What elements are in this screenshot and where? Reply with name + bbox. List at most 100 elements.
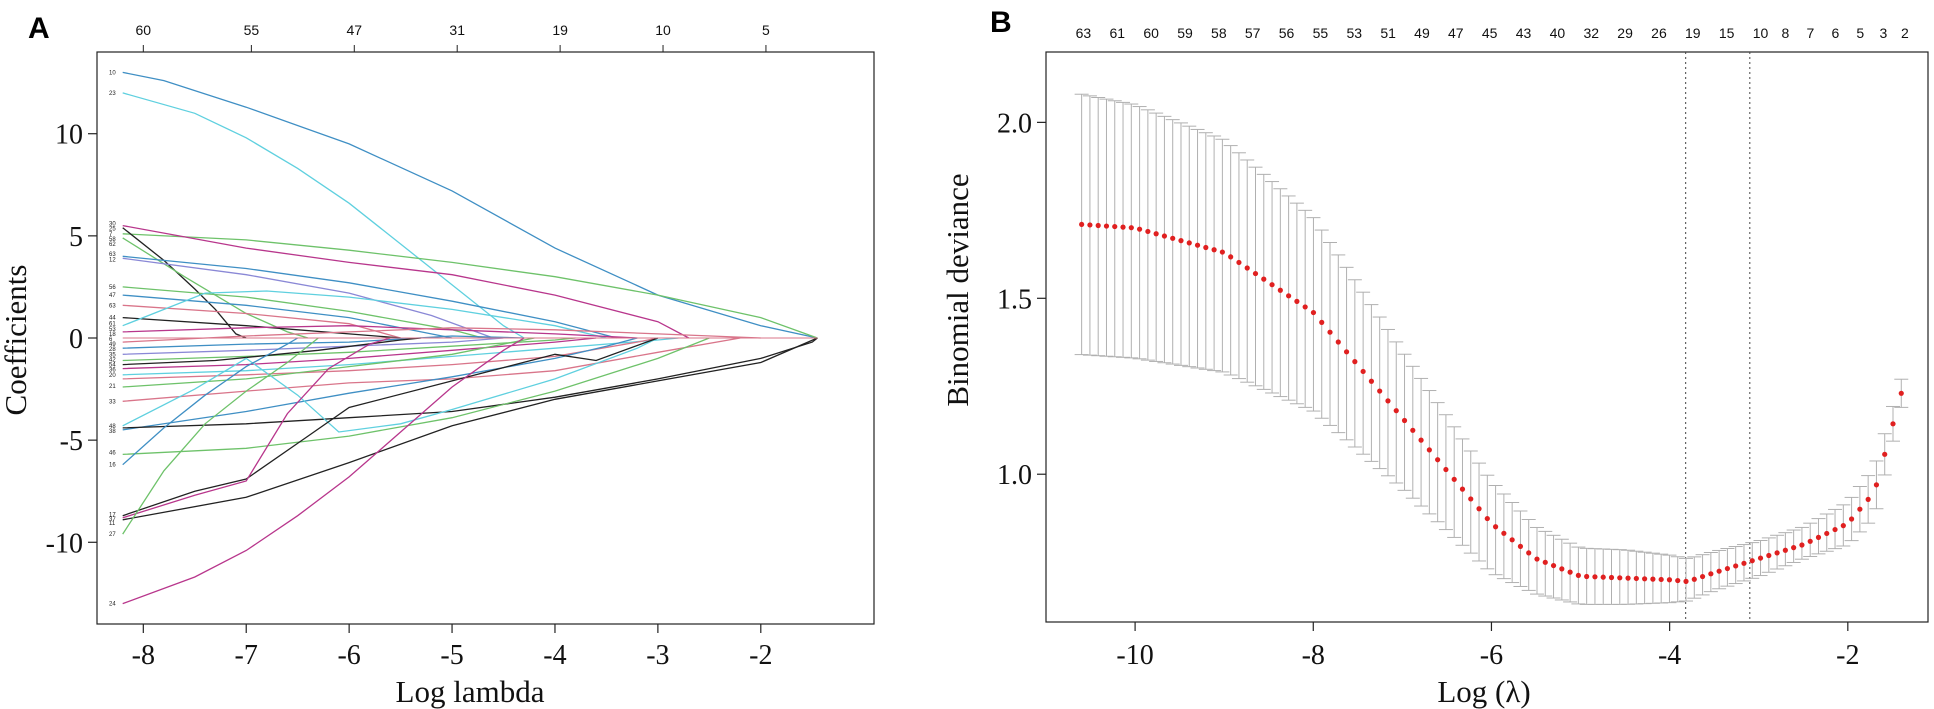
deviance-point xyxy=(1625,575,1631,581)
deviance-point xyxy=(1468,496,1474,502)
deviance-point xyxy=(1882,451,1888,457)
deviance-point xyxy=(1683,578,1689,584)
coefficient-path-30 xyxy=(122,337,391,519)
deviance-point xyxy=(1724,565,1731,572)
deviance-point xyxy=(1269,282,1275,288)
deviance-point xyxy=(1534,556,1540,562)
deviance-point xyxy=(1650,576,1656,582)
y-tick-label: 0 xyxy=(69,324,83,355)
top-tick-label: 56 xyxy=(1279,25,1295,41)
deviance-point xyxy=(1782,547,1788,553)
deviance-point xyxy=(1890,421,1896,427)
panel-a-coefficient-paths xyxy=(122,71,818,605)
top-tick-label: 58 xyxy=(1211,25,1227,41)
coefficient-path-11 xyxy=(122,316,401,339)
top-tick-label: 47 xyxy=(346,22,362,38)
top-tick-label: 5 xyxy=(1856,25,1864,41)
variable-label: 30 xyxy=(109,222,116,228)
top-tick-label: 49 xyxy=(1414,25,1430,41)
deviance-point xyxy=(1228,254,1234,260)
panel-b-y-axis-title: Binomial deviance xyxy=(940,173,975,406)
deviance-point xyxy=(1592,574,1598,580)
deviance-point xyxy=(1741,560,1747,566)
variable-label: 49 xyxy=(109,342,116,348)
coefficient-path-31 xyxy=(122,337,818,521)
deviance-point xyxy=(1517,543,1524,549)
deviance-point xyxy=(1410,427,1416,433)
panel-b-plot-frame xyxy=(1045,51,1929,623)
top-tick-label: 19 xyxy=(552,22,568,38)
variable-label: 48 xyxy=(109,424,116,430)
variable-label: 38 xyxy=(109,429,116,435)
deviance-point xyxy=(1799,542,1805,548)
variable-label: 25 xyxy=(109,227,116,233)
deviance-point xyxy=(1733,563,1739,569)
variable-label: 46 xyxy=(109,450,116,456)
top-tick-label: 45 xyxy=(1482,25,1498,41)
variable-label: 11 xyxy=(109,521,116,527)
deviance-point xyxy=(1675,577,1681,584)
top-tick-label: 31 xyxy=(449,22,465,38)
coefficient-path-12 xyxy=(122,290,607,339)
coefficient-path-2 xyxy=(122,233,818,339)
panel-a-x-axis-title: Log lambda xyxy=(396,674,545,709)
deviance-point xyxy=(1319,319,1325,325)
deviance-point xyxy=(1335,339,1341,345)
deviance-point xyxy=(1658,576,1664,583)
coefficient-path-15 xyxy=(122,335,525,349)
deviance-point xyxy=(1170,235,1176,241)
coefficient-path-13 xyxy=(122,325,638,339)
coefficient-path-10 xyxy=(122,304,401,339)
deviance-point xyxy=(1120,224,1126,230)
deviance-point xyxy=(1840,523,1846,529)
top-tick-label: 63 xyxy=(1076,25,1092,41)
deviance-point xyxy=(1327,329,1333,335)
deviance-point xyxy=(1633,575,1639,582)
deviance-point xyxy=(1824,530,1830,537)
variable-label: 36 xyxy=(109,368,116,374)
deviance-point xyxy=(1079,221,1085,228)
deviance-point xyxy=(1261,276,1267,282)
deviance-point xyxy=(1774,550,1780,556)
deviance-point xyxy=(1526,550,1532,556)
deviance-point xyxy=(1600,574,1606,580)
deviance-point xyxy=(1203,244,1209,251)
top-tick-label: 3 xyxy=(1880,25,1888,41)
top-tick-label: 8 xyxy=(1782,25,1790,41)
deviance-point xyxy=(1343,349,1350,355)
top-tick-label: 26 xyxy=(1651,25,1667,41)
deviance-point xyxy=(1807,538,1813,544)
variable-label: 58 xyxy=(109,237,116,243)
panel-b-top-axis: 63 61 60 59 58 57 56 55 53 51 49 47 45 43 40 32 29 26 19 15… xyxy=(1076,25,1909,41)
deviance-point xyxy=(1691,576,1697,582)
variable-label: 17 xyxy=(109,513,116,519)
x-tick-label: -2 xyxy=(1836,640,1859,671)
variable-label: 62 xyxy=(109,242,116,248)
top-tick-label: 29 xyxy=(1617,25,1633,41)
panel-a-x-axis: -8 -7 -6 -5 -4 -3 -2 xyxy=(132,624,772,671)
coefficient-path-20 xyxy=(122,337,679,376)
variable-label: 61 xyxy=(109,322,116,328)
coefficient-path-6 xyxy=(122,255,617,339)
deviance-point xyxy=(1509,537,1515,543)
coefficient-path-9 xyxy=(122,294,453,339)
deviance-point xyxy=(1848,516,1855,522)
coefficient-path-19 xyxy=(122,337,597,370)
deviance-point xyxy=(1898,390,1904,396)
panel-a-y-axis: -10 -5 0 5 10 xyxy=(46,120,97,559)
coefficient-path-18 xyxy=(122,337,422,366)
panel-b-deviance-points xyxy=(1079,221,1904,584)
deviance-point xyxy=(1145,228,1151,235)
variable-label: 10 xyxy=(109,70,116,76)
deviance-point xyxy=(1377,388,1383,394)
deviance-point xyxy=(1608,574,1615,581)
panel-a-letter: A xyxy=(28,12,50,45)
deviance-point xyxy=(1791,545,1797,551)
variable-label: 7 xyxy=(109,232,113,238)
variable-label: 16 xyxy=(109,463,116,469)
deviance-point xyxy=(1244,265,1250,271)
panel-b-reference-lines xyxy=(1685,52,1751,622)
variable-label: 42 xyxy=(109,357,116,363)
deviance-point xyxy=(1211,247,1217,253)
panel-b-error-bars xyxy=(1074,93,1909,605)
